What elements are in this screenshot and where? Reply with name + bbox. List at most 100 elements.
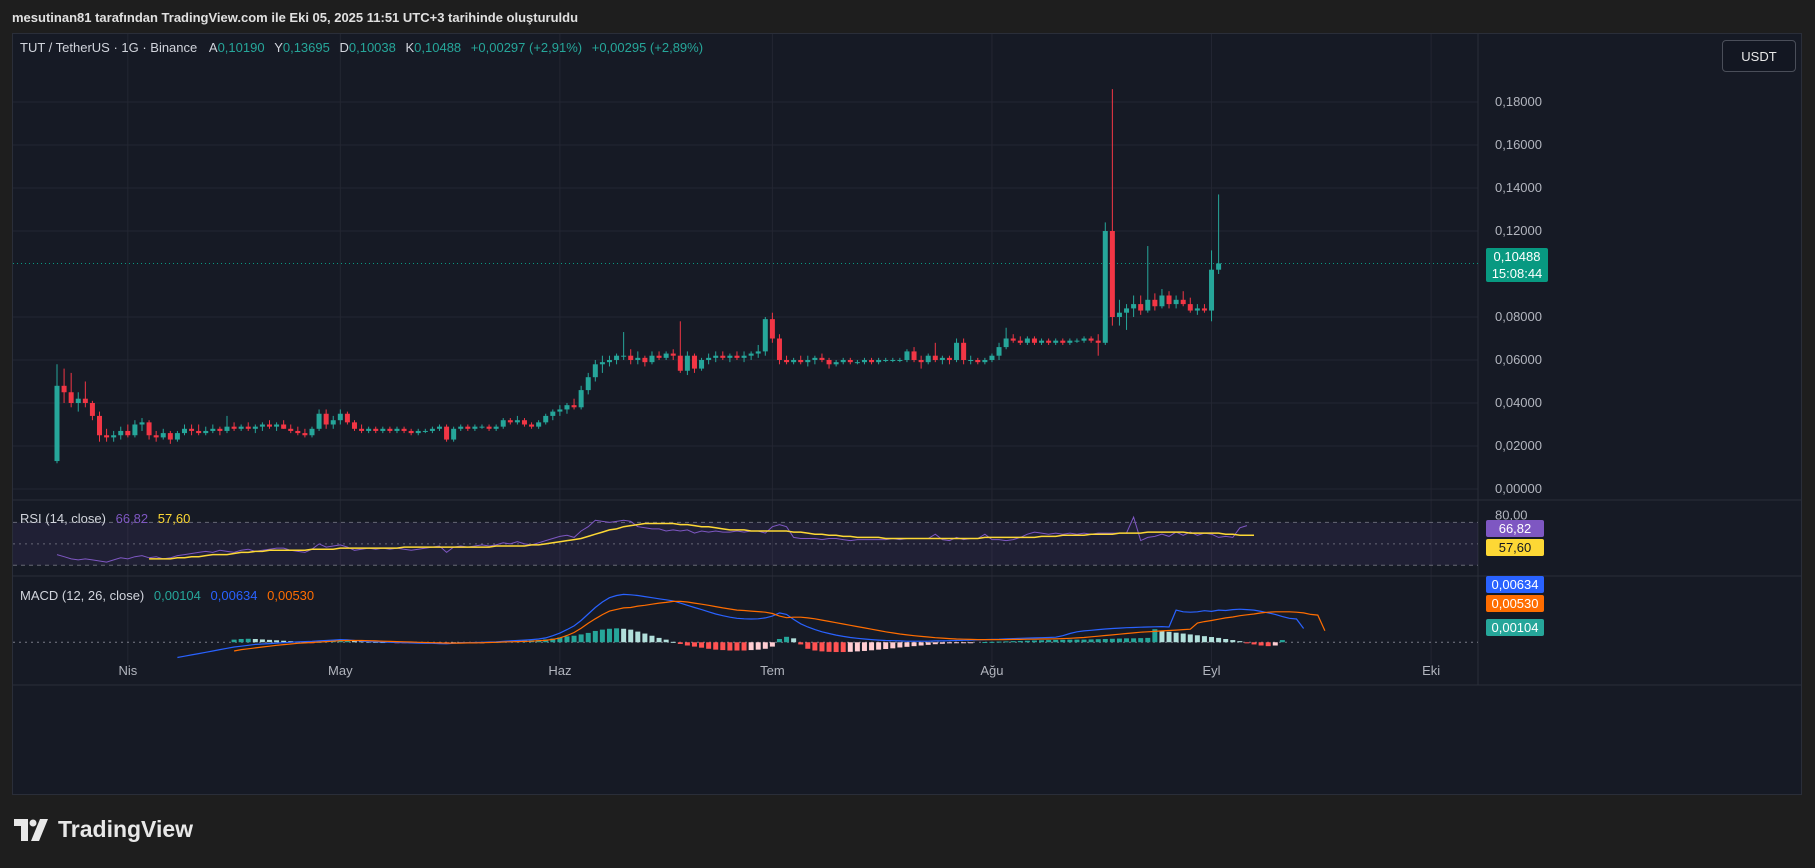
macd-histogram-bar: [274, 640, 280, 643]
change-value-2: +0,00295 (+2,89%): [591, 40, 704, 55]
price-axis-label: 0,00000: [1495, 481, 1542, 496]
candle-body: [833, 362, 839, 365]
macd-histogram-bar: [684, 642, 690, 646]
bar-countdown: 15:08:44: [1491, 266, 1543, 281]
macd-line-value: 0,00634: [210, 588, 258, 603]
price-axis-label: 0,06000: [1495, 352, 1542, 367]
macd-label[interactable]: MACD (12, 26, close): [20, 588, 145, 603]
candle-body: [762, 319, 768, 352]
macd-histogram-bar: [1237, 641, 1243, 643]
candle-body: [1003, 338, 1009, 348]
candle-body: [606, 360, 612, 363]
open-value: 0,10190: [217, 40, 265, 55]
macd-histogram-bar: [925, 642, 931, 645]
candle-body: [266, 424, 272, 427]
chart-panel[interactable]: 0,18000 0,16000 0,14000 0,12000 0,08000 0,060…: [12, 33, 1802, 795]
currency-button[interactable]: USDT: [1722, 40, 1796, 72]
macd-histogram-bar: [1180, 633, 1186, 643]
candle-body: [380, 428, 386, 431]
candle-body: [706, 357, 712, 360]
candle-body: [189, 428, 195, 431]
chart-caption: mesutinan81 tarafından TradingView.com i…: [12, 10, 579, 25]
macd-histogram-bar: [1244, 642, 1250, 644]
macd-histogram-bar: [1081, 639, 1087, 643]
rsi-label[interactable]: RSI (14, close): [20, 511, 106, 526]
candle-body: [486, 426, 492, 429]
macd-histogram-bar: [238, 638, 244, 643]
candle-body: [911, 351, 917, 360]
candle-body: [252, 426, 258, 429]
candle-body: [196, 430, 202, 434]
candle-body: [1180, 299, 1186, 305]
candle-body: [677, 355, 683, 371]
candle-body: [89, 403, 95, 416]
candle-body: [776, 338, 782, 360]
chart-svg[interactable]: 0,18000 0,16000 0,14000 0,12000 0,08000 0,060…: [13, 34, 1801, 794]
candle-body: [939, 357, 945, 360]
candle-body: [975, 360, 981, 363]
candle-body: [628, 355, 634, 360]
candle-body: [1031, 338, 1037, 343]
candle-body: [174, 433, 180, 440]
candle-body: [961, 342, 967, 360]
candle-body: [585, 377, 591, 391]
time-axis-label: Ağu: [980, 663, 1003, 678]
candle-body: [805, 360, 811, 363]
open-label: A: [208, 40, 218, 55]
change-value: +0,00297 (+2,91%): [470, 40, 583, 55]
macd-histogram-bar: [883, 642, 889, 649]
macd-histogram-bar: [628, 629, 634, 643]
candle-body: [422, 430, 428, 432]
candle-body: [869, 360, 875, 363]
candle-body: [932, 355, 938, 360]
candle-body: [217, 428, 223, 431]
candle-body: [826, 360, 832, 365]
macd-histogram-bar: [1145, 637, 1151, 643]
candle-body: [890, 360, 896, 361]
brand-name: TradingView: [58, 816, 194, 842]
candle-body: [1081, 338, 1087, 341]
candle-body: [1024, 338, 1030, 343]
macd-histogram-bar: [982, 642, 988, 644]
macd-histogram-bar: [1152, 629, 1158, 643]
symbol-label[interactable]: TUT / TetherUS · 1G · Binance: [20, 40, 198, 55]
price-axis-label: 0,02000: [1495, 438, 1542, 453]
macd-histogram-bar: [1209, 637, 1215, 643]
macd-histogram-bar: [876, 642, 882, 650]
macd-histogram-bar: [1024, 640, 1030, 643]
candle-body: [1017, 340, 1023, 343]
macd-signal-tag: 0,00530: [1486, 595, 1544, 612]
price-axis-label: 0,08000: [1495, 309, 1542, 324]
candle-body: [564, 405, 570, 410]
close-label: K: [405, 40, 415, 55]
candle-body: [373, 428, 379, 431]
candle-body: [514, 420, 520, 423]
candle-body: [139, 422, 145, 425]
candle-body: [769, 319, 775, 339]
high-label: Y: [274, 40, 283, 55]
candle-body: [1124, 308, 1130, 313]
candle-body: [840, 360, 846, 363]
candle-body: [167, 433, 173, 440]
tradingview-brand[interactable]: TradingView: [14, 816, 193, 843]
candle-body: [1209, 269, 1215, 311]
macd-histogram-bar: [961, 642, 967, 644]
macd-histogram-bar: [266, 639, 272, 643]
macd-histogram-bar: [897, 642, 903, 648]
candle-body: [288, 428, 294, 431]
macd-histogram-bar: [812, 642, 818, 651]
candle-body: [1053, 340, 1059, 343]
low-value: 0,10038: [348, 40, 396, 55]
candle-body: [1145, 299, 1151, 311]
macd-histogram-bar: [252, 638, 258, 643]
candle-body: [557, 409, 563, 412]
candle-body: [684, 355, 690, 371]
candle-body: [691, 355, 697, 369]
macd-hist-value: 0,00104: [153, 588, 201, 603]
last-price-tag: 0,10488 15:08:44: [1486, 248, 1548, 282]
candle-body: [75, 398, 81, 403]
macd-histogram-bar: [1230, 640, 1236, 643]
macd-histogram-bar: [571, 635, 577, 643]
candle-body: [798, 360, 804, 363]
candle-body: [883, 360, 889, 361]
